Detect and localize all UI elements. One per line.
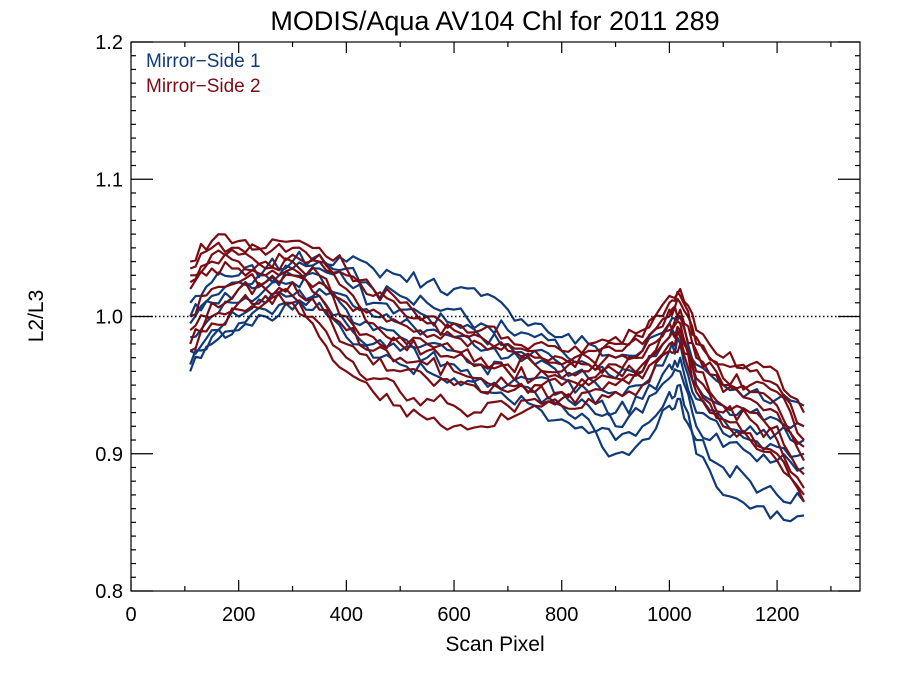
series-line-mirror-side-2 xyxy=(189,261,805,462)
y-tick-label: 1.2 xyxy=(95,32,123,54)
x-axis-label: Scan Pixel xyxy=(445,633,544,656)
series-line-mirror-side-2 xyxy=(189,293,805,503)
legend-entry: Mirror−Side 1 xyxy=(146,51,261,72)
y-tick-labels: 0.8 0.9 1.0 1.1 1.2 xyxy=(95,32,123,603)
series-line-mirror-side-1 xyxy=(189,299,805,523)
y-tick-label: 0.8 xyxy=(95,581,123,603)
x-tick-labels: 0 200 400 600 800 1000 1200 xyxy=(125,604,799,626)
x-tick-label: 600 xyxy=(437,604,470,626)
series-line-mirror-side-2 xyxy=(189,281,805,489)
legend: Mirror−Side 1 Mirror−Side 2 xyxy=(146,51,261,97)
y-tick-label: 1.0 xyxy=(95,307,123,329)
plot-lines xyxy=(189,233,805,523)
x-tick-label: 800 xyxy=(545,604,578,626)
x-tick-label: 1200 xyxy=(755,604,800,626)
series-line-mirror-side-2 xyxy=(189,273,805,476)
y-tick-label: 0.9 xyxy=(95,444,123,466)
x-tick-label: 200 xyxy=(222,604,255,626)
axis-ticks xyxy=(130,41,860,592)
series-line-mirror-side-2 xyxy=(189,253,805,448)
x-tick-label: 1000 xyxy=(647,604,692,626)
y-axis-label: L2/L3 xyxy=(25,290,48,343)
series-line-mirror-side-2 xyxy=(189,241,805,428)
series-line-mirror-side-2 xyxy=(189,287,805,496)
series-line-mirror-side-2 xyxy=(189,233,805,414)
x-tick-label: 400 xyxy=(330,604,363,626)
y-tick-label: 1.1 xyxy=(95,169,123,191)
series-line-mirror-side-2 xyxy=(190,248,805,441)
chart-title: MODIS/Aqua AV104 Chl for 2011 289 xyxy=(270,6,719,36)
legend-entry: Mirror−Side 2 xyxy=(146,76,261,97)
x-tick-label: 0 xyxy=(125,604,136,626)
